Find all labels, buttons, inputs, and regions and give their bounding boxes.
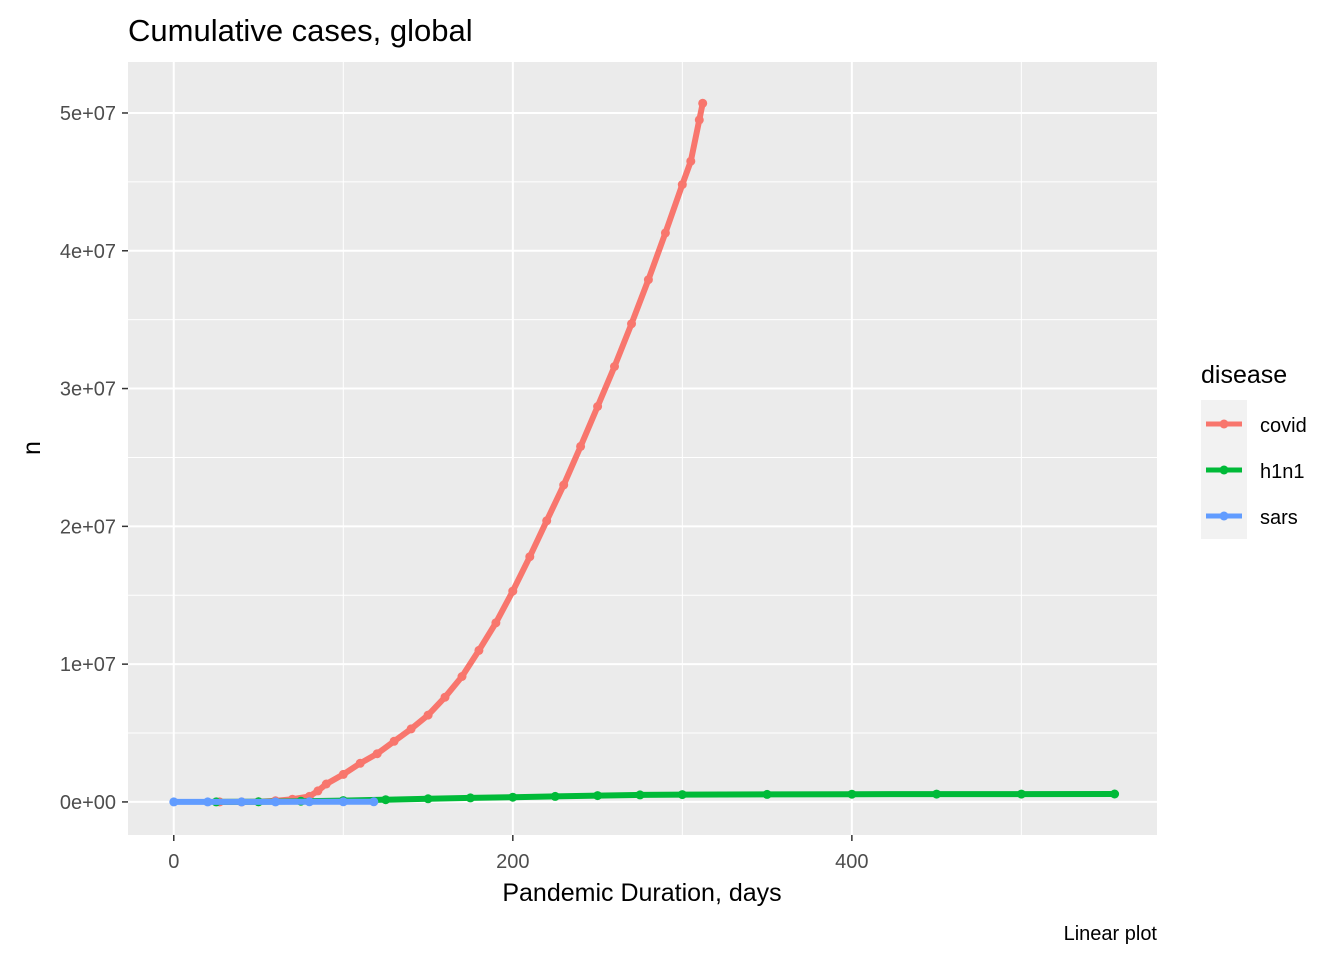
data-point (627, 319, 636, 329)
x-tick-label: 400 (835, 851, 868, 873)
legend-key-point (1219, 465, 1229, 475)
data-point (610, 362, 619, 371)
series-layer (169, 98, 1120, 807)
data-point (686, 156, 696, 166)
data-point (321, 779, 331, 789)
data-point (660, 228, 670, 238)
data-point (1016, 789, 1026, 799)
data-point (677, 790, 687, 800)
data-point (932, 789, 942, 799)
data-point (762, 789, 772, 799)
data-point (389, 736, 399, 746)
data-point (465, 793, 475, 803)
data-point (169, 797, 179, 807)
data-point (423, 794, 433, 804)
data-point (237, 797, 247, 807)
data-point (643, 275, 653, 285)
data-point (457, 672, 467, 681)
data-point (355, 758, 365, 768)
data-point (338, 797, 348, 807)
legend-title: disease (1201, 361, 1287, 389)
data-point (1110, 789, 1120, 799)
x-axis-title: Pandemic Duration, days (502, 879, 781, 907)
y-tick-label: 1e+07 (60, 654, 116, 676)
legend-key-point (1219, 419, 1229, 429)
data-point (372, 749, 382, 759)
data-point (313, 786, 323, 796)
axis-layer: 0 200 400 0e+00 1e+07 2e+07 3e+07 4e+07 5e+07 (60, 103, 869, 873)
data-point (508, 586, 518, 596)
x-tick-label: 200 (496, 851, 529, 873)
y-tick-label: 4e+07 (60, 241, 116, 263)
data-point (381, 795, 391, 805)
data-point (698, 98, 708, 108)
data-point (576, 441, 586, 451)
y-tick-label: 5e+07 (60, 103, 116, 125)
legend-item-covid: covid (1206, 415, 1307, 437)
data-point (423, 710, 433, 720)
data-point (525, 552, 535, 562)
series-sars (169, 797, 379, 807)
data-point (542, 516, 552, 526)
data-point (593, 402, 603, 411)
data-point (559, 480, 569, 490)
data-point (508, 792, 518, 802)
data-point (304, 797, 314, 807)
y-axis-title: n (18, 441, 46, 455)
legend-label: covid (1260, 415, 1307, 437)
y-tick-label: 2e+07 (60, 516, 116, 538)
x-tick-label: 0 (168, 851, 179, 873)
data-point (491, 618, 501, 628)
data-point (406, 724, 416, 734)
chart-title: Cumulative cases, global (128, 13, 473, 48)
data-point (550, 791, 560, 801)
legend-item-sars: sars (1206, 507, 1298, 529)
data-point (271, 797, 280, 807)
data-point (677, 180, 687, 190)
data-point (593, 791, 603, 801)
y-tick-label: 0e+00 (60, 792, 116, 814)
data-point (694, 115, 704, 125)
data-point (635, 790, 645, 800)
legend-label: h1n1 (1260, 461, 1305, 483)
data-point (474, 645, 484, 655)
y-tick-label: 3e+07 (60, 379, 116, 401)
legend-label: sars (1260, 507, 1298, 529)
data-point (440, 692, 450, 702)
data-point (338, 769, 348, 779)
legend-key-point (1219, 511, 1229, 521)
data-point (203, 797, 213, 807)
legend-item-h1n1: h1n1 (1206, 461, 1305, 483)
chart-caption: Linear plot (1064, 923, 1158, 945)
legend: covid h1n1 sars (1206, 415, 1307, 529)
data-point (847, 789, 857, 799)
data-point (369, 797, 379, 807)
plot-panel (128, 62, 1157, 835)
